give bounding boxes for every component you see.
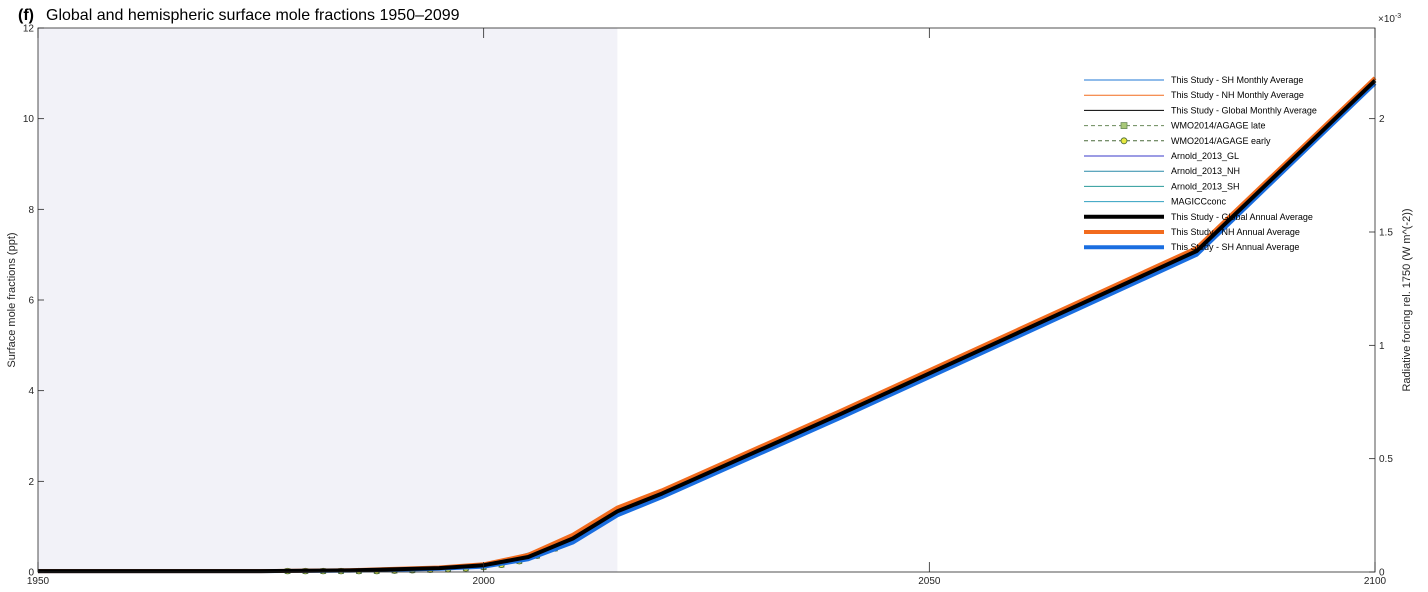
y-axis-label: Surface mole fractions (ppt) [6,232,18,367]
series-line [38,79,1377,574]
y-tick-label: 4 [28,386,34,397]
x-tick-label: 1950 [27,576,50,587]
y-tick-label: 0 [28,568,34,579]
legend-marker-square [1120,122,1128,129]
y-tick-label: 8 [28,205,34,216]
legend-entry-label: Arnold_2013_GL [1171,151,1239,161]
legend-entry-label: This Study - NH Annual Average [1171,227,1300,237]
legend-entry-label: This Study - Global Monthly Average [1171,105,1317,115]
x-tick-label: 2050 [918,576,941,587]
chart-title-tag: (f) [18,7,34,24]
x-tick-label: 2000 [473,576,496,587]
y-tick-label-right: 1 [1379,341,1385,352]
legend-entry-label: WMO2014/AGAGE late [1171,121,1266,131]
legend-entry-label: WMO2014/AGAGE early [1171,136,1271,146]
right-axis-exponent-base: ×10 [1378,14,1395,25]
legend-entry-label: Arnold_2013_SH [1171,181,1240,191]
y-tick-label: 2 [28,477,34,488]
legend-marker-circle [1120,137,1128,145]
x-tick-label: 2100 [1364,576,1387,587]
legend-entry-label: This Study - SH Annual Average [1171,242,1299,252]
legend-entry-label: This Study - Global Annual Average [1171,212,1313,222]
series-layer [38,76,1377,575]
y-tick-label: 10 [23,114,35,125]
y-tick-label-right: 1.5 [1379,228,1393,239]
y-tick-label: 12 [23,24,35,35]
chart-title: Global and hemispheric surface mole frac… [46,7,460,24]
shaded-historical-region [38,28,618,572]
legend-entry-label: This Study - NH Monthly Average [1171,90,1304,100]
legend-entry-label: Arnold_2013_NH [1171,166,1240,176]
right-axis-exponent: ×10-3 [1378,13,1401,25]
y-tick-label-right: 0 [1379,568,1385,579]
y-tick-label: 6 [28,296,34,307]
y-tick-label-right: 2 [1379,114,1385,125]
right-axis-exponent-power: -3 [1395,13,1401,20]
y-axis-label-right: Radiative forcing rel. 1750 (W m^(-2)) [1401,208,1413,391]
legend-entry-label: MAGICCconc [1171,197,1227,207]
legend-entry-label: This Study - SH Monthly Average [1171,75,1303,85]
legend: This Study - SH Monthly Average This Stud… [1084,75,1317,252]
y-tick-label-right: 0.5 [1379,454,1393,465]
shaded-region [38,28,618,572]
